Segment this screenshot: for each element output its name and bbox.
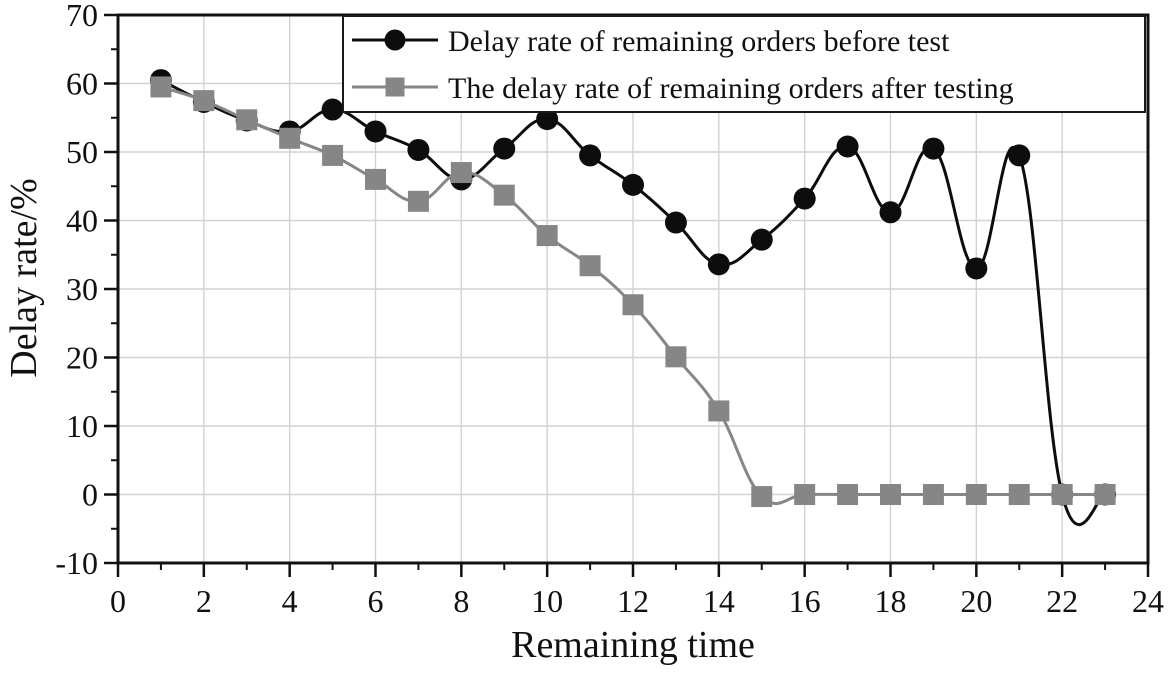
- data-point-square: [1008, 484, 1030, 505]
- data-point-square: [236, 109, 258, 131]
- y-axis-title: Delay rate/%: [3, 178, 45, 377]
- data-point-square: [536, 225, 558, 247]
- data-point-circle: [836, 135, 859, 158]
- data-point-circle: [407, 138, 430, 161]
- y-tick-label: 50: [66, 134, 98, 170]
- y-tick-label: 30: [66, 271, 98, 307]
- data-point-square: [751, 486, 773, 508]
- legend-label: Delay rate of remaining orders before te…: [448, 25, 950, 58]
- data-point-square: [880, 484, 901, 505]
- data-point-square: [193, 90, 215, 112]
- data-point-square: [922, 484, 944, 505]
- data-point-square: [708, 400, 730, 422]
- y-tick-label: 10: [66, 408, 98, 444]
- x-tick-label: 16: [789, 583, 821, 619]
- x-tick-label: 10: [531, 583, 563, 619]
- data-point-circle: [922, 137, 945, 160]
- legend-item: Delay rate of remaining orders before te…: [352, 25, 950, 58]
- legend-item: The delay rate of remaining orders after…: [352, 72, 1014, 105]
- data-point-square: [322, 144, 344, 166]
- x-tick-label: 2: [196, 583, 212, 619]
- legend-label: The delay rate of remaining orders after…: [448, 72, 1014, 105]
- legend-marker-circle: [384, 29, 406, 51]
- data-point-square: [407, 190, 429, 212]
- x-tick-label: 8: [453, 583, 469, 619]
- data-point-square: [279, 127, 301, 149]
- y-tick-label: 40: [66, 203, 98, 239]
- data-point-square: [622, 294, 644, 316]
- data-point-circle: [1008, 144, 1031, 167]
- data-point-square: [1051, 484, 1073, 505]
- x-tick-label: 22: [1046, 583, 1078, 619]
- y-tick-label: -10: [55, 545, 98, 581]
- data-point-square: [965, 484, 987, 505]
- data-point-circle: [707, 253, 730, 276]
- data-point-square: [1094, 484, 1116, 505]
- data-point-circle: [965, 257, 988, 280]
- legend-marker-square: [385, 77, 405, 97]
- data-point-circle: [364, 120, 387, 143]
- data-point-circle: [750, 228, 773, 251]
- x-tick-label: 24: [1132, 583, 1164, 619]
- y-tick-label: 20: [66, 340, 98, 376]
- data-point-circle: [793, 187, 816, 210]
- x-tick-label: 4: [282, 583, 298, 619]
- data-point-square: [365, 168, 386, 190]
- data-point-square: [665, 346, 687, 368]
- data-point-circle: [664, 211, 687, 234]
- data-point-circle: [579, 144, 602, 167]
- y-tick-label: 70: [66, 0, 98, 33]
- data-point-circle: [493, 137, 516, 160]
- y-tick-label: 60: [66, 66, 98, 102]
- x-tick-label: 14: [703, 583, 735, 619]
- data-point-circle: [879, 201, 902, 224]
- legend-box: [342, 15, 1146, 113]
- data-point-circle: [321, 98, 344, 121]
- data-point-circle: [622, 173, 644, 196]
- data-point-square: [493, 184, 515, 206]
- data-point-square: [837, 484, 859, 505]
- data-point-square: [579, 255, 601, 277]
- x-tick-label: 12: [617, 583, 649, 619]
- x-tick-label: 6: [368, 583, 384, 619]
- x-tick-label: 18: [875, 583, 907, 619]
- y-tick-label: 0: [82, 477, 98, 513]
- x-tick-label: 20: [960, 583, 992, 619]
- series-after-testing: [150, 76, 1116, 508]
- legend: Delay rate of remaining orders before te…: [342, 15, 1146, 113]
- x-axis-title: Remaining time: [511, 624, 755, 666]
- data-point-circle: [536, 108, 559, 131]
- data-point-square: [150, 76, 172, 98]
- data-point-square: [794, 484, 816, 505]
- data-point-square: [450, 162, 472, 184]
- x-tick-label: 0: [110, 583, 126, 619]
